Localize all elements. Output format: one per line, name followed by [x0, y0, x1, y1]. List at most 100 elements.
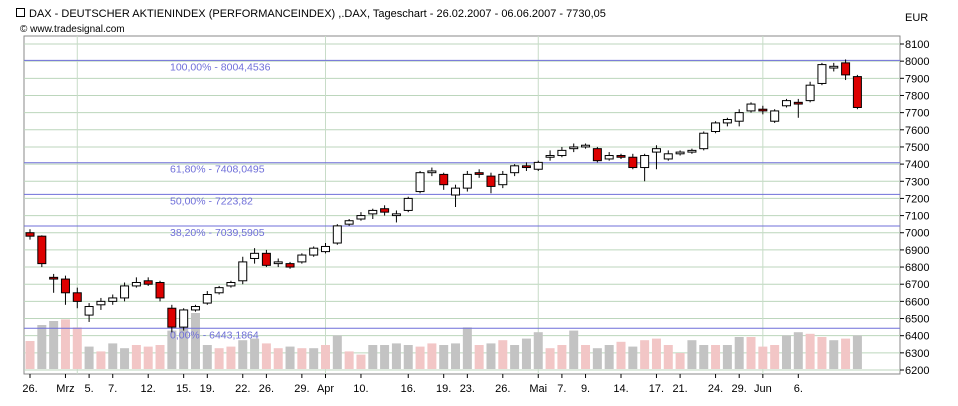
candle-body	[96, 300, 106, 306]
volume-bar	[675, 353, 685, 369]
fib-label: 50,00% - 7223,82	[170, 195, 253, 207]
candle-body	[131, 281, 141, 287]
candle-body	[758, 108, 768, 112]
y-tick-label: 7300	[905, 176, 929, 188]
candle-body	[462, 173, 472, 189]
volume-bar	[616, 341, 626, 369]
x-tick-label: 21.	[672, 383, 687, 395]
volume-bar	[462, 327, 472, 369]
x-tick-label: 14.	[613, 383, 628, 395]
volume-bar	[781, 335, 791, 369]
candle-body	[616, 155, 626, 158]
volume-bar	[179, 319, 189, 369]
candle-body	[202, 294, 212, 304]
y-tick-label: 7800	[905, 90, 929, 102]
volume-bar	[521, 338, 531, 369]
candle-body	[722, 118, 732, 124]
volume-bar	[250, 338, 260, 369]
volume-bar	[202, 345, 212, 369]
candle-body	[734, 112, 744, 122]
volume-bar	[309, 348, 319, 369]
volume-bar	[321, 345, 330, 369]
fib-label: 0,00% - 6443,1864	[170, 329, 259, 341]
x-tick-label: 29.	[294, 383, 309, 395]
candle-body	[25, 232, 35, 237]
volume-bar	[581, 345, 591, 369]
volume-bar	[687, 340, 697, 369]
candle-body	[781, 100, 791, 107]
candle-body	[474, 172, 484, 175]
chart-marker-icon	[16, 8, 25, 17]
candle-body	[49, 276, 59, 280]
candle-body	[261, 252, 271, 266]
candle-body	[711, 122, 721, 133]
y-tick-label: 6600	[905, 296, 929, 308]
x-tick-label: 23.	[460, 383, 475, 395]
candle-body	[332, 225, 342, 244]
volume-bar	[510, 345, 520, 369]
x-tick-label: 10.	[353, 383, 368, 395]
candle-body	[84, 306, 94, 316]
volume-bar	[852, 335, 862, 369]
chart-title-row: DAX - DEUTSCHER AKTIENINDEX (PERFORMANCE…	[16, 8, 606, 20]
volume-bar	[722, 345, 732, 369]
volume-bar	[285, 346, 295, 369]
candle-body	[533, 161, 543, 170]
volume-bar	[439, 345, 449, 369]
volume-bar	[817, 337, 827, 369]
candle-body	[167, 307, 177, 328]
candle-body	[368, 209, 378, 215]
candle-body	[569, 146, 579, 150]
candle-body	[687, 149, 697, 153]
x-tick-label: 26.	[22, 383, 37, 395]
y-tick-label: 6800	[905, 262, 929, 274]
chart-title: DAX - DEUTSCHER AKTIENINDEX (PERFORMANCE…	[29, 8, 606, 20]
candle-body	[356, 215, 366, 220]
volume-bar	[356, 354, 366, 369]
candle-body	[309, 247, 319, 256]
volume-bar	[344, 351, 354, 369]
volume-bar	[640, 340, 650, 369]
volume-bar	[96, 351, 106, 369]
y-tick-label: 6500	[905, 314, 929, 326]
fib-label: 38,20% - 7039,5905	[170, 227, 265, 239]
volume-bar	[711, 345, 721, 369]
y-tick-label: 7900	[905, 73, 929, 85]
y-tick-label: 7700	[905, 108, 929, 120]
volume-bar	[474, 345, 484, 369]
x-tick-label: 26.	[495, 383, 510, 395]
currency-label: EUR	[905, 12, 929, 24]
candle-body	[663, 153, 673, 160]
volume-bar	[699, 345, 709, 369]
y-tick-label: 6300	[905, 348, 929, 360]
candle-body	[841, 62, 851, 76]
y-tick-label: 7100	[905, 211, 929, 223]
x-tick-label: Mrz	[56, 383, 74, 395]
y-tick-label: 8100	[905, 39, 929, 51]
volume-bar	[569, 330, 579, 369]
candle-body	[238, 261, 248, 282]
candle-body	[214, 287, 224, 294]
y-tick-label: 8000	[905, 56, 929, 68]
candle-body	[285, 263, 295, 268]
volume-bar	[214, 348, 224, 369]
volume-bar	[60, 319, 70, 369]
x-tick-label: 15.	[176, 383, 191, 395]
candle-body	[439, 173, 449, 186]
x-tick-label: 24.	[708, 383, 723, 395]
volume-bar	[805, 333, 815, 369]
volume-bar	[25, 341, 35, 369]
volume-bar	[841, 338, 851, 369]
volume-bar	[84, 346, 94, 369]
volume-bar	[49, 321, 59, 369]
volume-bar	[403, 345, 413, 369]
candle-body	[297, 254, 307, 263]
y-tick-label: 6400	[905, 331, 929, 343]
candle-body	[699, 132, 709, 150]
plot-frame	[23, 35, 901, 375]
candle-body	[72, 292, 82, 302]
volume-bar	[663, 345, 673, 369]
candle-body	[581, 144, 591, 148]
volume-bar	[190, 313, 200, 369]
volume-bar	[651, 338, 661, 369]
